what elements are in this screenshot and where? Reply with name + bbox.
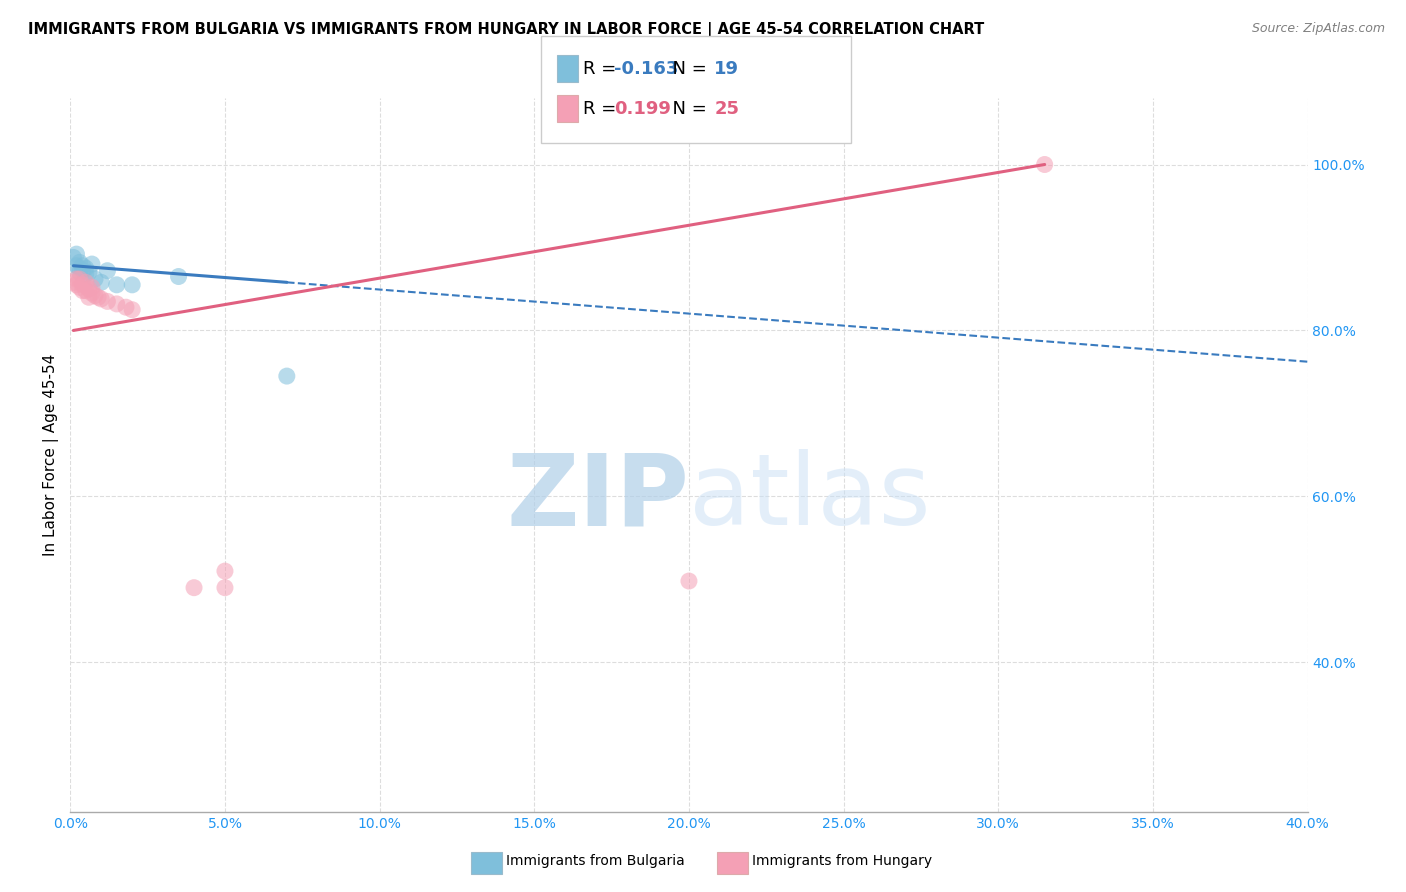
Point bbox=[65, 272, 87, 286]
Text: R =: R = bbox=[583, 60, 623, 78]
Point bbox=[75, 261, 97, 276]
Point bbox=[80, 257, 103, 271]
Point bbox=[214, 564, 236, 578]
Point bbox=[62, 276, 84, 290]
Y-axis label: In Labor Force | Age 45-54: In Labor Force | Age 45-54 bbox=[44, 354, 59, 556]
Point bbox=[65, 247, 87, 261]
Point bbox=[1033, 157, 1056, 171]
Point bbox=[276, 369, 298, 384]
Point bbox=[87, 290, 110, 304]
Point bbox=[72, 263, 94, 277]
Point bbox=[115, 300, 138, 314]
Point bbox=[678, 574, 700, 588]
Point bbox=[72, 284, 94, 298]
Text: Immigrants from Hungary: Immigrants from Hungary bbox=[752, 854, 932, 868]
Text: 19: 19 bbox=[714, 60, 740, 78]
Point bbox=[69, 280, 91, 294]
Point bbox=[121, 277, 143, 292]
Point bbox=[167, 269, 190, 284]
Point bbox=[75, 284, 97, 298]
Point bbox=[90, 276, 112, 290]
Point bbox=[69, 255, 91, 269]
Point bbox=[80, 280, 103, 294]
Point bbox=[72, 277, 94, 292]
Text: 0.199: 0.199 bbox=[614, 100, 671, 118]
Point bbox=[105, 297, 128, 311]
Point bbox=[65, 259, 87, 273]
Point bbox=[90, 292, 112, 306]
Point bbox=[105, 277, 128, 292]
Text: 25: 25 bbox=[714, 100, 740, 118]
Text: Immigrants from Bulgaria: Immigrants from Bulgaria bbox=[506, 854, 685, 868]
Point bbox=[72, 259, 94, 273]
Point bbox=[96, 294, 118, 309]
Point bbox=[77, 282, 100, 296]
Point bbox=[77, 290, 100, 304]
Point bbox=[65, 277, 87, 292]
Text: -0.163: -0.163 bbox=[614, 60, 679, 78]
Point bbox=[183, 581, 205, 595]
Point bbox=[84, 272, 107, 286]
Text: N =: N = bbox=[661, 60, 713, 78]
Point bbox=[69, 261, 91, 276]
Point bbox=[96, 263, 118, 277]
Point bbox=[75, 276, 97, 290]
Text: R =: R = bbox=[583, 100, 628, 118]
Text: Source: ZipAtlas.com: Source: ZipAtlas.com bbox=[1251, 22, 1385, 36]
Text: IMMIGRANTS FROM BULGARIA VS IMMIGRANTS FROM HUNGARY IN LABOR FORCE | AGE 45-54 C: IMMIGRANTS FROM BULGARIA VS IMMIGRANTS F… bbox=[28, 22, 984, 38]
Text: atlas: atlas bbox=[689, 450, 931, 546]
Point bbox=[84, 288, 107, 302]
Point bbox=[75, 267, 97, 281]
Point bbox=[62, 251, 84, 265]
Point bbox=[80, 286, 103, 301]
Point bbox=[77, 265, 100, 279]
Point bbox=[121, 302, 143, 317]
Text: N =: N = bbox=[661, 100, 713, 118]
Point bbox=[69, 272, 91, 286]
Text: ZIP: ZIP bbox=[506, 450, 689, 546]
Point bbox=[69, 265, 91, 279]
Point bbox=[214, 581, 236, 595]
